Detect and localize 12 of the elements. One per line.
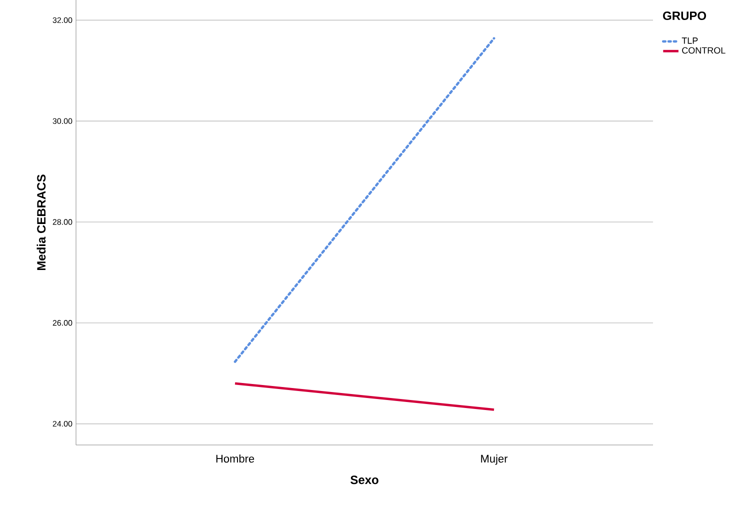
y-tick-label: 32.00	[52, 17, 72, 23]
y-tick-label: 28.00	[52, 219, 72, 225]
x-tick-label: Hombre	[216, 454, 254, 463]
y-axis-title: Media CEBRACS	[36, 174, 46, 270]
legend-label: CONTROL	[682, 47, 726, 54]
y-tick-label: 30.00	[52, 118, 72, 124]
legend-title: GRUPO	[663, 12, 706, 20]
x-axis-title: Sexo	[350, 476, 378, 484]
y-tick-label: 26.00	[52, 320, 72, 326]
legend-label: TLP	[682, 38, 698, 44]
y-tick-label: 24.00	[52, 420, 72, 427]
x-tick-label: Mujer	[481, 454, 508, 465]
